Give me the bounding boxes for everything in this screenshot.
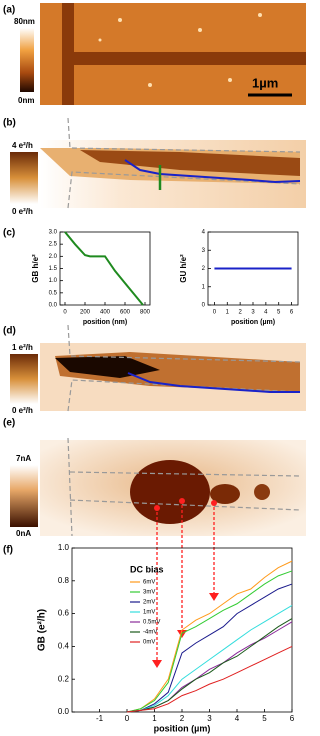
y-tick-label: 0 — [202, 303, 206, 309]
afm-image — [40, 3, 306, 105]
conductance-map — [40, 117, 306, 209]
y-axis-label: GB (e²/h) — [37, 609, 48, 651]
x-tick-label: 1 — [152, 714, 157, 723]
y-tick-label: 2.5 — [49, 242, 58, 248]
y-tick-label: 1.5 — [49, 266, 58, 272]
x-tick-label: 5 — [277, 310, 281, 316]
y-axis-label: GB h/e² — [31, 254, 40, 283]
y-tick-label: 0.8 — [58, 576, 70, 585]
figure: (a) 80nm 0nm 1µm (b) 4 e²/h 0 e²/h (c) (… — [3, 3, 306, 733]
x-tick-label: 0 — [213, 310, 217, 316]
data-line — [126, 560, 293, 713]
data-line — [126, 583, 293, 713]
legend-title: DC bias — [130, 564, 164, 574]
x-axis-label: position (µm) — [154, 723, 211, 733]
colorbar-min: 0 e²/h — [12, 207, 33, 216]
panel-label: (e) — [3, 418, 15, 429]
scale-bar-label: 1µm — [252, 75, 278, 90]
x-tick-label: 6 — [290, 310, 294, 316]
colorbar — [10, 354, 38, 404]
page: (a) 80nm 0nm 1µm (b) 4 e²/h 0 e²/h (c) (… — [3, 3, 306, 734]
colorbar-max: 7nA — [16, 454, 31, 463]
x-tick-label: 5 — [262, 714, 267, 723]
data-line — [64, 231, 144, 306]
current-map — [40, 437, 306, 537]
x-tick-label: 4 — [235, 714, 240, 723]
panel-label: (d) — [3, 326, 16, 337]
y-tick-label: 3.0 — [49, 230, 58, 236]
colorbar — [20, 28, 34, 92]
colorbar-max: 4 e²/h — [12, 141, 33, 150]
y-tick-label: 1.0 — [58, 543, 70, 552]
panel-label: (a) — [3, 5, 15, 16]
y-tick-label: 0.5 — [49, 290, 58, 296]
x-tick-label: 3 — [207, 714, 212, 723]
conductance-map — [40, 324, 306, 412]
x-tick-label: -1 — [96, 714, 104, 723]
x-tick-label: 3 — [251, 310, 255, 316]
legend-label: 0.5mV — [143, 620, 160, 626]
colorbar-min: 0nA — [16, 529, 31, 538]
y-tick-label: 4 — [202, 230, 206, 236]
x-tick-label: 2 — [238, 310, 242, 316]
y-tick-label: 3 — [202, 248, 206, 254]
x-tick-label: 1 — [226, 310, 230, 316]
legend-label: 6mV — [143, 580, 155, 586]
colorbar-max: 80nm — [14, 17, 35, 26]
panel-label: (f) — [3, 545, 13, 556]
arrow-heads — [152, 593, 219, 668]
legend-label: -4mV — [143, 630, 157, 636]
data-line — [126, 645, 293, 713]
x-tick-label: 200 — [80, 310, 91, 316]
y-tick-label: 0.0 — [49, 303, 58, 309]
colorbar-min: 0 e²/h — [12, 406, 33, 415]
y-tick-label: 1 — [202, 284, 206, 290]
y-tick-label: 0.2 — [58, 674, 70, 683]
x-tick-label: 6 — [290, 714, 295, 723]
data-line — [126, 618, 293, 713]
x-tick-label: 600 — [120, 310, 131, 316]
colorbar-max: 1 e²/h — [12, 343, 33, 352]
panel-label: (c) — [3, 228, 15, 239]
legend-label: 3mV — [143, 590, 155, 596]
y-tick-label: 2.0 — [49, 254, 58, 260]
x-tick-label: 4 — [264, 310, 268, 316]
panel-label: (b) — [3, 118, 16, 129]
x-axis-label: position (nm) — [83, 319, 127, 326]
y-tick-label: 2 — [202, 266, 206, 272]
y-tick-label: 0.4 — [58, 642, 70, 651]
x-tick-label: 0 — [63, 310, 67, 316]
legend-label: 0mV — [143, 640, 155, 646]
x-axis-label: position (µm) — [231, 319, 275, 326]
x-tick-label: 800 — [140, 310, 151, 316]
y-axis-label: GU h/e² — [179, 254, 188, 283]
data-line — [126, 604, 293, 713]
colorbar — [10, 152, 38, 204]
colorbar-min: 0nm — [18, 96, 34, 105]
legend-label: 1mV — [143, 610, 155, 616]
data-line — [126, 570, 293, 713]
arrows — [156, 505, 215, 662]
colorbar — [10, 465, 38, 527]
y-tick-label: 1.0 — [49, 278, 58, 284]
legend-label: 2mV — [143, 600, 155, 606]
x-tick-label: 2 — [180, 714, 185, 723]
x-tick-label: 400 — [100, 310, 111, 316]
x-tick-label: 0 — [125, 714, 130, 723]
y-tick-label: 0.0 — [58, 707, 70, 716]
y-tick-label: 0.6 — [58, 609, 70, 618]
